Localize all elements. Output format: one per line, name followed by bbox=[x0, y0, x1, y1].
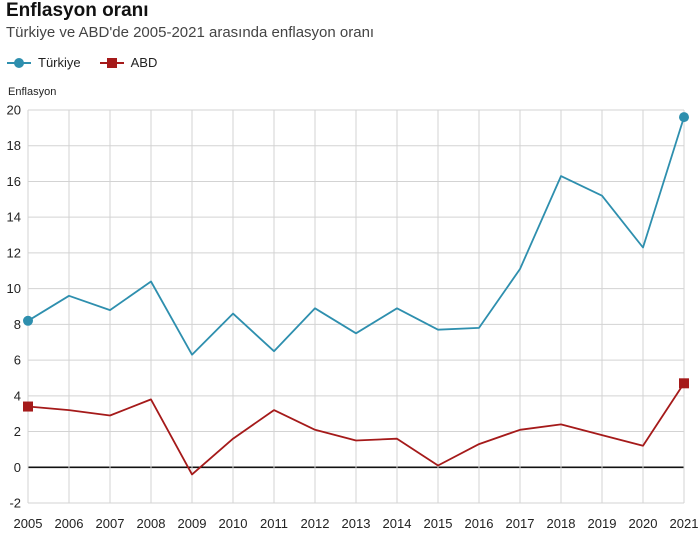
x-tick-label: 2019 bbox=[588, 516, 617, 531]
x-tick-label: 2006 bbox=[55, 516, 84, 531]
y-axis-label: Enflasyon bbox=[8, 86, 56, 98]
x-tick-label: 2016 bbox=[465, 516, 494, 531]
legend-item-abd[interactable]: ABD bbox=[99, 55, 158, 70]
x-tick-label: 2013 bbox=[342, 516, 371, 531]
x-tick-label: 2008 bbox=[137, 516, 166, 531]
y-tick-label: 12 bbox=[7, 245, 21, 260]
series-line-abd bbox=[27, 382, 685, 476]
y-tick-label: 8 bbox=[14, 317, 21, 332]
y-tick-label: 6 bbox=[14, 353, 21, 368]
x-tick-label: 2020 bbox=[629, 516, 658, 531]
data-point-turkiye[interactable] bbox=[23, 315, 33, 326]
x-tick-label: 2012 bbox=[301, 516, 330, 531]
grid bbox=[27, 109, 685, 504]
y-tick-label: 2 bbox=[14, 424, 21, 439]
x-tick-label: 2018 bbox=[547, 516, 576, 531]
y-tick-label: 20 bbox=[7, 103, 21, 118]
x-tick-label: 2009 bbox=[178, 516, 207, 531]
x-tick-label: 2015 bbox=[424, 516, 453, 531]
y-tick-labels: -2 0 2 4 6 8 10 12 14 16 18 20 bbox=[7, 103, 21, 511]
x-tick-label: 2014 bbox=[383, 516, 412, 531]
legend-item-turkiye[interactable]: Türkiye bbox=[6, 55, 81, 70]
y-tick-label: 16 bbox=[7, 174, 21, 189]
legend-marker-abd bbox=[99, 57, 124, 68]
x-tick-label: 2011 bbox=[260, 516, 288, 531]
y-tick-label: 10 bbox=[7, 281, 21, 296]
legend-marker-turkiye bbox=[7, 57, 31, 68]
legend-label-abd: ABD bbox=[130, 55, 158, 70]
data-point-abd[interactable] bbox=[679, 378, 689, 389]
chart-subtitle: Türkiye ve ABD'de 2005-2021 arasında enf… bbox=[6, 24, 375, 41]
x-tick-label: 2010 bbox=[219, 516, 248, 531]
series-line-turkiye bbox=[27, 116, 685, 356]
data-point-turkiye[interactable] bbox=[679, 112, 689, 123]
y-tick-label: 4 bbox=[14, 388, 21, 403]
data-point-abd[interactable] bbox=[23, 401, 33, 412]
y-tick-label: 18 bbox=[7, 138, 21, 153]
x-tick-label: 2005 bbox=[14, 516, 43, 531]
x-tick-label: 2021 bbox=[670, 516, 699, 531]
y-tick-label: 0 bbox=[14, 460, 21, 475]
y-tick-label: 14 bbox=[7, 210, 21, 225]
x-tick-label: 2007 bbox=[96, 516, 125, 531]
legend: Türkiye ABD bbox=[6, 55, 157, 70]
x-tick-label: 2017 bbox=[506, 516, 535, 531]
series bbox=[23, 112, 689, 476]
chart-title: Enflasyon oranı bbox=[6, 0, 149, 21]
legend-label-turkiye: Türkiye bbox=[38, 55, 81, 70]
x-tick-labels: 2005 2006 2007 2008 2009 2010 2011 2012 2013 2014… bbox=[14, 516, 699, 531]
y-tick-label: -2 bbox=[9, 496, 21, 511]
